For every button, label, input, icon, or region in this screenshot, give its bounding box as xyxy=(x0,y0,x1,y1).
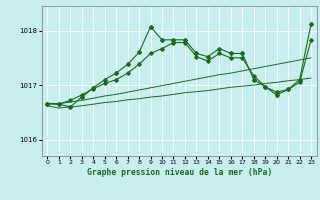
X-axis label: Graphe pression niveau de la mer (hPa): Graphe pression niveau de la mer (hPa) xyxy=(87,168,272,177)
